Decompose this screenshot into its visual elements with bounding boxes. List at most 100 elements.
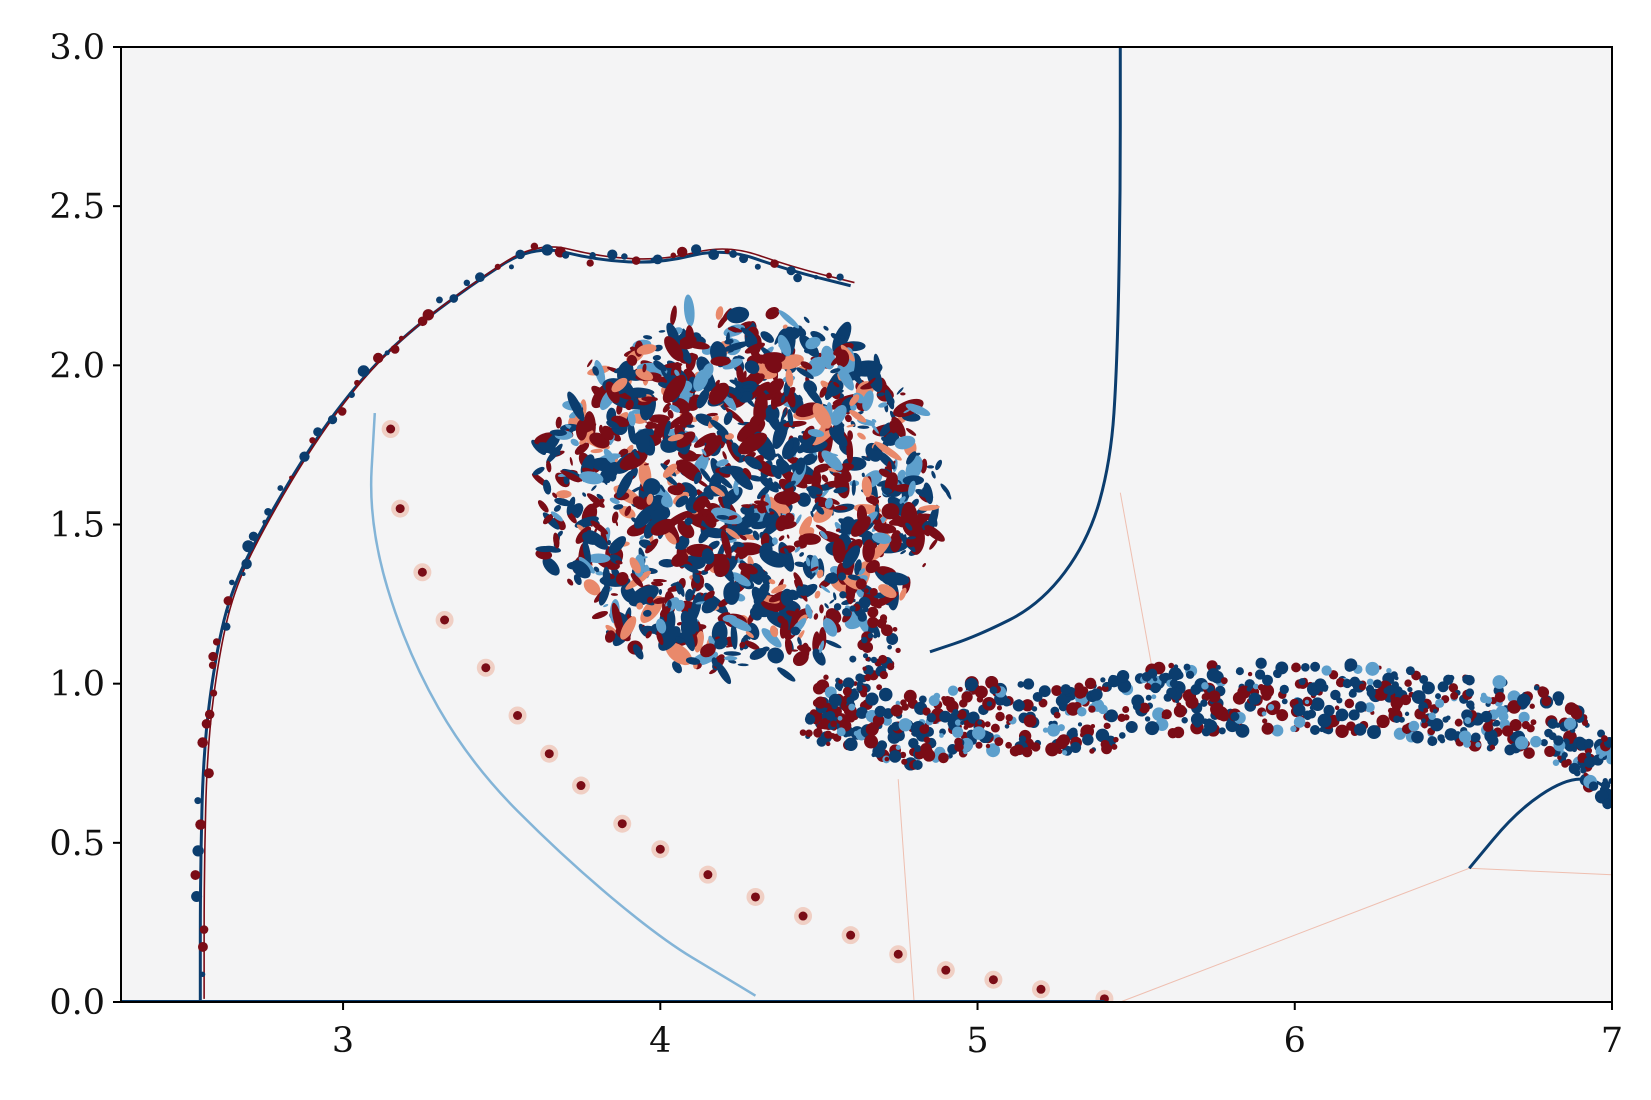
mixing-eddy bbox=[1122, 706, 1130, 713]
mixing-eddy bbox=[1355, 701, 1367, 713]
turbulent-eddy bbox=[692, 496, 709, 512]
arm-eddy bbox=[887, 644, 892, 650]
turbulent-eddy bbox=[819, 530, 828, 540]
turbulent-eddy bbox=[550, 511, 563, 522]
turbulent-eddy bbox=[828, 348, 834, 358]
mixing-eddy bbox=[1144, 682, 1152, 690]
turbulent-eddy bbox=[926, 465, 935, 469]
sheet-eddy bbox=[264, 508, 272, 516]
turbulent-eddy bbox=[634, 505, 655, 529]
mixing-eddy bbox=[1193, 720, 1201, 728]
turbulent-eddy bbox=[567, 391, 585, 422]
turbulent-eddy bbox=[675, 540, 685, 550]
mixing-eddy bbox=[1530, 735, 1542, 748]
mixing-eddy bbox=[957, 686, 963, 692]
turbulent-eddy bbox=[807, 356, 826, 377]
mixing-eddy bbox=[1439, 737, 1446, 744]
mixing-eddy bbox=[1468, 738, 1482, 752]
mixing-eddy bbox=[1442, 716, 1449, 723]
turbulent-eddy bbox=[630, 573, 644, 588]
turbulent-eddy bbox=[643, 335, 653, 340]
sheet-eddy bbox=[398, 335, 404, 341]
mixing-eddy bbox=[864, 734, 879, 749]
turbulent-eddy bbox=[933, 517, 938, 527]
mixing-eddy bbox=[1323, 704, 1335, 717]
arm-eddy bbox=[869, 588, 878, 597]
turbulent-eddy bbox=[812, 648, 826, 666]
sheet-eddy bbox=[242, 540, 255, 553]
turbulent-eddy bbox=[664, 362, 683, 369]
turbulent-eddy bbox=[815, 524, 827, 532]
turbulent-eddy bbox=[897, 469, 906, 481]
arm-eddy bbox=[833, 603, 842, 611]
mixing-eddy bbox=[1344, 658, 1358, 672]
turbulent-eddy bbox=[605, 630, 616, 643]
turbulent-eddy bbox=[918, 504, 940, 511]
turbulent-eddy bbox=[569, 456, 573, 466]
turbulent-eddy bbox=[756, 581, 770, 604]
mixing-eddy bbox=[1276, 709, 1288, 721]
chain-vortex bbox=[655, 844, 665, 854]
mixing-eddy bbox=[1208, 690, 1221, 703]
sheet-eddy bbox=[299, 451, 310, 462]
turbulent-eddy bbox=[715, 306, 724, 320]
turbulent-eddy bbox=[628, 585, 659, 607]
mixing-eddy bbox=[838, 679, 843, 684]
mixing-eddy bbox=[1353, 723, 1367, 736]
turbulent-eddy bbox=[832, 538, 846, 564]
arm-eddy bbox=[892, 626, 898, 632]
turbulent-eddy bbox=[780, 407, 787, 423]
y-tick-label: 1.5 bbox=[49, 506, 105, 546]
mixing-eddy bbox=[1089, 748, 1095, 754]
mixing-eddy bbox=[1125, 721, 1138, 734]
turbulent-eddy bbox=[738, 562, 758, 575]
sheet-eddy bbox=[357, 365, 370, 378]
mixing-eddy bbox=[865, 722, 879, 736]
mixing-eddy bbox=[1038, 685, 1051, 698]
turbulent-eddy bbox=[810, 566, 819, 572]
mixing-eddy bbox=[1172, 726, 1185, 739]
mixing-eddy bbox=[1082, 733, 1094, 746]
turbulent-eddy bbox=[693, 471, 702, 485]
turbulent-eddy bbox=[761, 574, 772, 585]
turbulent-eddy bbox=[786, 534, 790, 539]
mixing-eddy bbox=[1262, 674, 1273, 686]
turbulent-eddy bbox=[566, 511, 577, 524]
turbulent-eddy bbox=[782, 324, 788, 329]
mixing-eddy bbox=[1201, 682, 1209, 690]
sheet-eddy bbox=[691, 244, 702, 255]
turbulent-eddy bbox=[777, 462, 799, 476]
mixing-eddy bbox=[1261, 711, 1267, 717]
chain-vortex bbox=[1036, 984, 1046, 994]
mixing-eddy bbox=[922, 707, 931, 716]
mixing-eddy bbox=[951, 726, 964, 738]
turbulent-eddy bbox=[857, 432, 866, 440]
turbulent-eddy bbox=[805, 475, 811, 481]
turbulent-eddy bbox=[709, 419, 729, 435]
turbulent-eddy bbox=[700, 468, 712, 483]
turbulent-eddy bbox=[896, 387, 904, 395]
chain-vortex bbox=[798, 911, 808, 921]
mixing-eddy bbox=[1348, 709, 1360, 721]
turbulent-eddy bbox=[590, 448, 603, 454]
turbulent-eddy bbox=[754, 500, 769, 506]
turbulent-eddy bbox=[728, 392, 738, 401]
mixing-eddy bbox=[865, 692, 879, 706]
inner-shear-line bbox=[369, 413, 757, 997]
arm-eddy bbox=[839, 591, 847, 599]
mixing-eddy bbox=[1493, 719, 1501, 727]
sheet-eddy bbox=[384, 350, 390, 356]
turbulent-eddy bbox=[553, 532, 560, 549]
turbulent-eddy bbox=[865, 560, 880, 574]
mixing-eddy bbox=[1444, 728, 1458, 741]
mixing-eddy bbox=[1168, 667, 1183, 681]
sheet-eddy bbox=[607, 249, 618, 260]
mixing-eddy bbox=[1495, 705, 1508, 718]
mixing-eddy bbox=[1386, 667, 1392, 674]
turbulent-eddy bbox=[876, 392, 885, 397]
mixing-eddy bbox=[1344, 698, 1355, 709]
turbulent-eddy bbox=[704, 590, 715, 601]
turbulent-eddy bbox=[653, 360, 667, 372]
mixing-eddy bbox=[1095, 728, 1110, 743]
turbulent-eddy bbox=[829, 427, 848, 448]
